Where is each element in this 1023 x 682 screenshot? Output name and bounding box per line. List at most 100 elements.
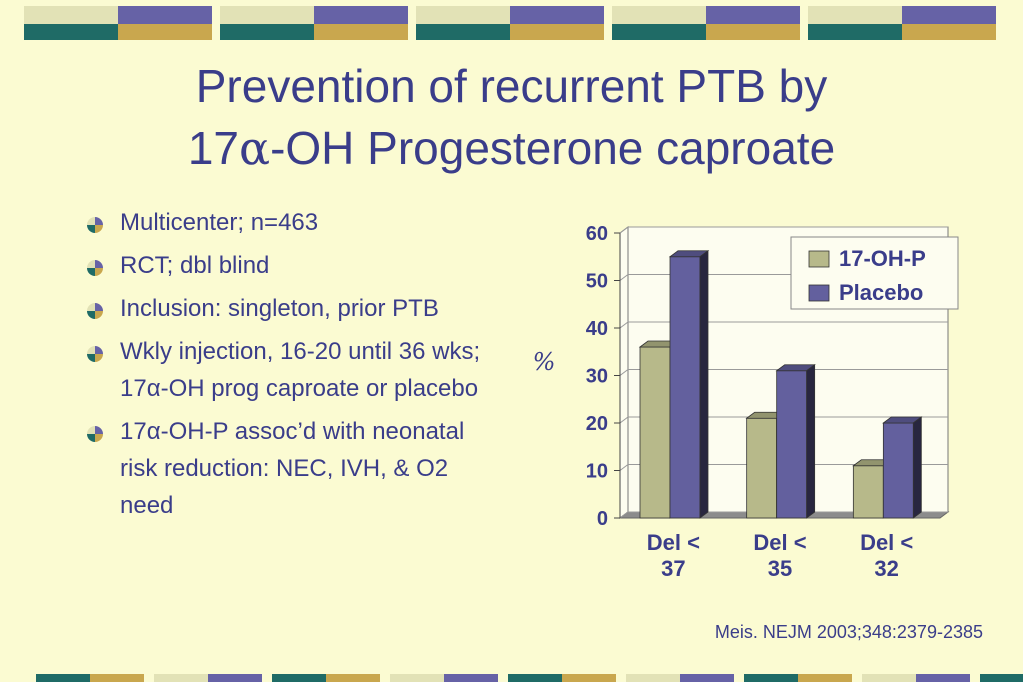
bullet-text: Inclusion: singleton, prior PTB [120, 295, 439, 322]
deco-block [118, 6, 212, 24]
deco-block [562, 674, 616, 682]
bar-front [882, 422, 914, 519]
y-tick-label: 60 [586, 223, 608, 245]
deco-block [90, 674, 144, 682]
deco-block [220, 6, 314, 24]
bottom-decorative-band [0, 672, 1023, 682]
deco-block [314, 6, 408, 24]
gridline [619, 416, 948, 424]
legend-label: 17-OH-P [839, 246, 926, 271]
bar-front [852, 465, 884, 519]
title-line-2: 17α-OH Progesterone caproate [0, 117, 1023, 179]
bullet-list: Multicenter; n=463 RCT; dbl blind Inclus… [84, 204, 484, 530]
deco-block [154, 674, 208, 682]
x-tick-label: 37 [661, 556, 685, 581]
x-tick-label: 32 [874, 556, 898, 581]
deco-block [862, 674, 916, 682]
deco-block [902, 24, 996, 40]
legend-swatch [808, 250, 830, 268]
deco-block [314, 24, 408, 40]
deco-block [24, 24, 118, 40]
y-tick-label: 30 [586, 366, 608, 388]
bullet-icon [87, 303, 103, 319]
deco-block [36, 674, 90, 682]
y-tick-label: 50 [586, 271, 608, 293]
bullet-item: 17α-OH-P assoc’d with neonatal risk redu… [84, 413, 484, 524]
deco-block [706, 6, 800, 24]
deco-block [626, 674, 680, 682]
title-rest: -OH Progesterone caproate [270, 122, 836, 174]
bar-front [746, 417, 778, 519]
title-alpha: α [239, 121, 271, 175]
y-tick-label: 10 [586, 461, 608, 483]
x-tick-label: 35 [768, 556, 792, 581]
bullet-item: Inclusion: singleton, prior PTB [84, 290, 484, 327]
citation: Meis. NEJM 2003;348:2379-2385 [714, 622, 983, 642]
deco-block [508, 674, 562, 682]
bar [882, 416, 923, 519]
gridline [619, 226, 948, 234]
bar-side [806, 363, 816, 519]
gridline [619, 369, 948, 376]
deco-block [272, 674, 326, 682]
deco-block [118, 24, 212, 40]
bullet-item: Multicenter; n=463 [84, 204, 484, 241]
title-number: 17 [187, 122, 239, 174]
deco-block [680, 674, 734, 682]
deco-block [744, 674, 798, 682]
x-tick-label: Del < [753, 530, 806, 555]
deco-block [326, 674, 380, 682]
gridline [619, 464, 948, 471]
deco-block [612, 24, 706, 40]
deco-block [808, 24, 902, 40]
deco-block [220, 24, 314, 40]
deco-block [510, 24, 604, 40]
deco-block [208, 674, 262, 682]
deco-block [980, 674, 1023, 682]
bar-side [912, 416, 922, 519]
deco-block [706, 24, 800, 40]
bullet-text: Multicenter; n=463 [120, 209, 319, 236]
title-line-1: Prevention of recurrent PTB by [195, 60, 828, 112]
x-tick-label: Del < [647, 530, 700, 555]
x-tick-label: Del < [860, 530, 913, 555]
gridline [619, 321, 948, 329]
bullet-text: Wkly injection, 16-20 until 36 wks; 17α-… [120, 338, 481, 402]
bar-front [669, 256, 701, 519]
deco-block [902, 6, 996, 24]
slide-title: Prevention of recurrent PTB by 17α-OH Pr… [0, 55, 1023, 179]
bar [668, 249, 710, 519]
gridline [619, 511, 948, 519]
deco-block [444, 674, 498, 682]
bullet-text: RCT; dbl blind [120, 252, 270, 279]
y-tick-label: 20 [586, 413, 608, 435]
bullet-text: 17α-OH-P assoc’d with neonatal risk redu… [120, 418, 465, 519]
bar-chart: 0 10 20 30 40 50 60% Del <37 Del <35 Del <32 17-OH… [520, 215, 960, 600]
bullet-icon [87, 217, 103, 233]
y-tick-label: 0 [597, 508, 608, 530]
deco-block [24, 6, 118, 24]
bullet-icon [87, 260, 103, 276]
deco-block [416, 24, 510, 40]
y-tick-label: 40 [586, 318, 608, 340]
bullet-icon [87, 346, 103, 362]
legend-label: Placebo [839, 280, 923, 305]
deco-block [416, 6, 510, 24]
top-decorative-band [0, 0, 1023, 44]
bullet-icon [87, 426, 103, 442]
deco-block [916, 674, 970, 682]
bar-side [699, 249, 709, 519]
bar [775, 363, 816, 519]
deco-block [612, 6, 706, 24]
legend-swatch [808, 284, 830, 302]
deco-block [798, 674, 852, 682]
deco-block [510, 6, 604, 24]
y-axis-label: % [533, 348, 556, 376]
bullet-item: Wkly injection, 16-20 until 36 wks; 17α-… [84, 333, 484, 407]
deco-block [808, 6, 902, 24]
bar-front [776, 370, 808, 519]
bar-front [639, 346, 671, 519]
bullet-item: RCT; dbl blind [84, 247, 484, 284]
deco-block [390, 674, 444, 682]
legend: 17-OH-P Placebo [790, 236, 959, 310]
